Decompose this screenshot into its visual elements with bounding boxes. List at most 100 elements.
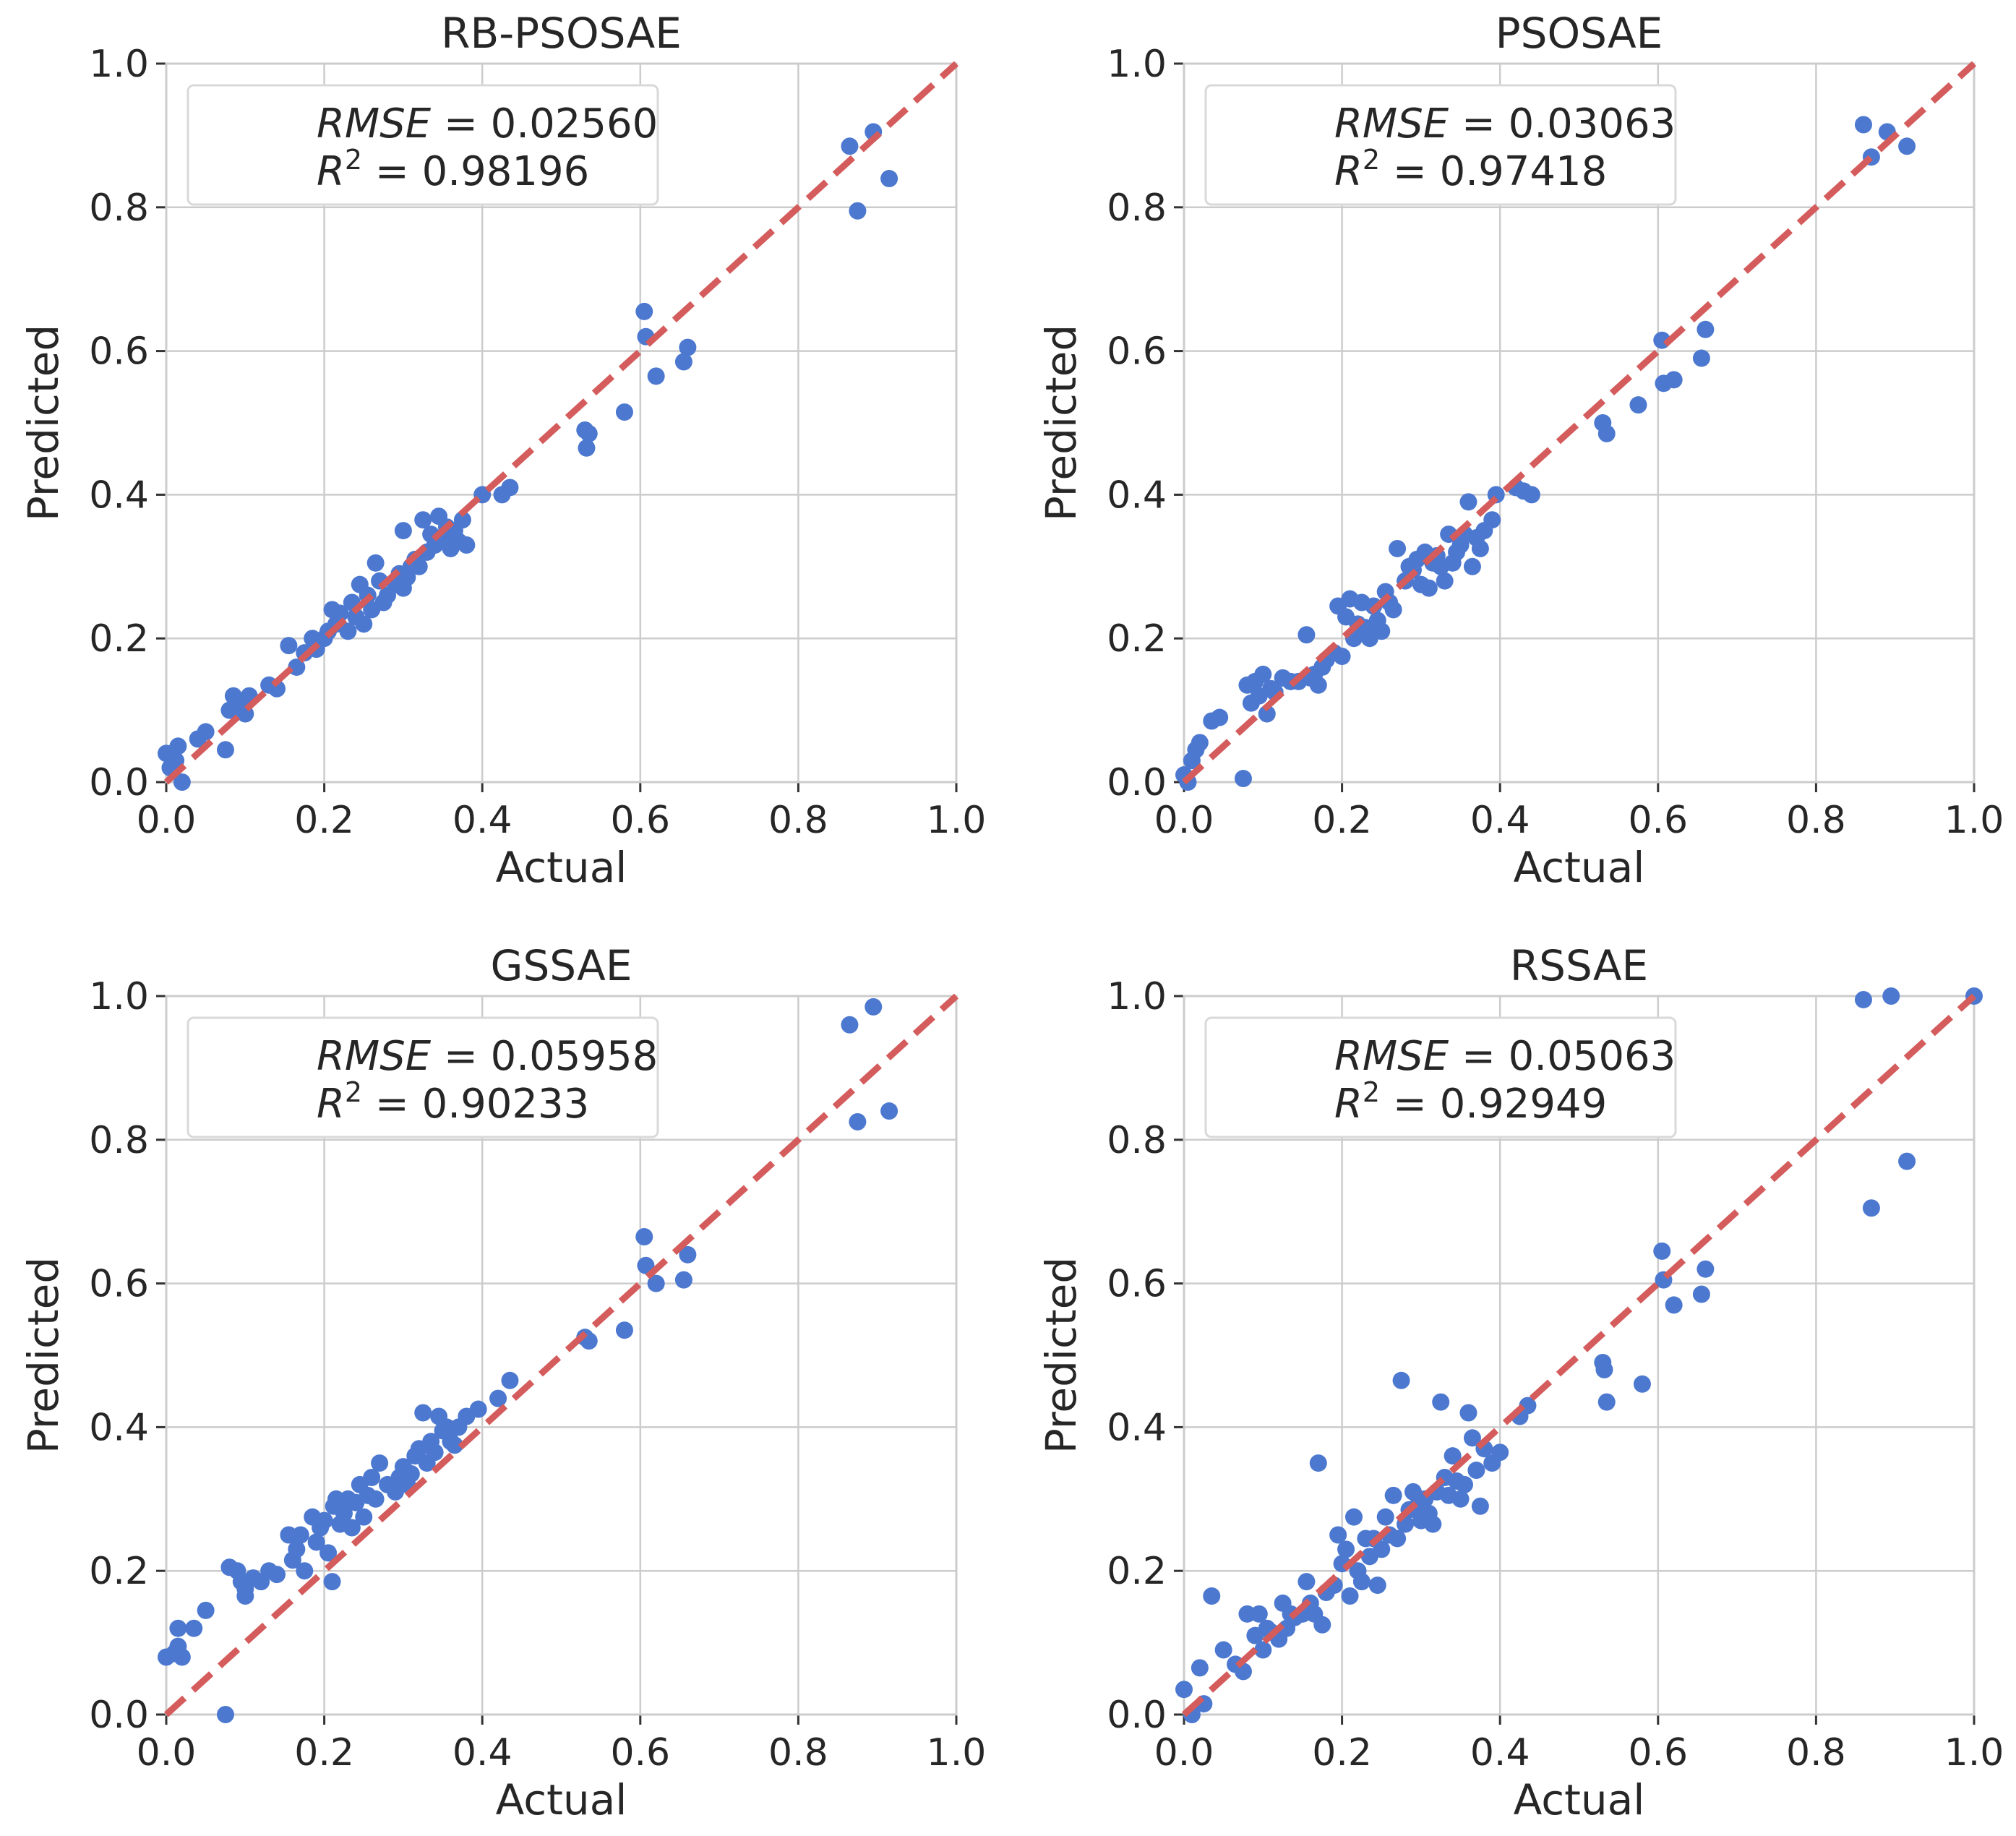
scatter-point (1254, 1641, 1272, 1659)
scatter-point (355, 615, 373, 633)
scatter-point (578, 439, 596, 457)
y-tick-label: 0.0 (89, 1694, 149, 1737)
scatter-point (268, 1566, 286, 1584)
y-tick-label: 0.2 (89, 617, 149, 661)
scatter-point (1352, 1573, 1371, 1591)
chart-panel-3: 0.0 0.2 0.4 0.6 0.8 1.0 0.0 0.2 0.4 0.6 0.8 1.0 RMSE… (19, 941, 986, 1824)
r2-text: R2 = 0.97418 (1334, 144, 1607, 195)
panel-title: GSSAE (491, 941, 632, 990)
scatter-point (197, 1601, 215, 1619)
scatter-point (280, 1526, 298, 1544)
ideal-reference-line (163, 993, 959, 1717)
x-tick-label: 1.0 (927, 1731, 987, 1775)
stats-box (1204, 1016, 1677, 1138)
scatter-point (1175, 1681, 1193, 1699)
scatter-point (849, 202, 867, 220)
scatter-point (1376, 1508, 1394, 1526)
panel-title: RB-PSOSAE (441, 9, 682, 58)
scatter-point (1191, 734, 1209, 752)
scatter-point (1384, 1486, 1402, 1504)
x-tick-label: 0.6 (1628, 1731, 1688, 1775)
scatter-point (647, 1274, 665, 1292)
scatter-point (615, 403, 633, 421)
scatter-point (1420, 579, 1438, 597)
x-tick-label: 0.6 (610, 799, 670, 842)
x-tick-label: 0.8 (1786, 799, 1846, 842)
scatter-point (363, 1468, 381, 1486)
x-tick-label: 0.2 (294, 1731, 354, 1775)
scatter-point (169, 1619, 187, 1637)
scatter-point (849, 1112, 867, 1131)
x-axis-label: Actual (496, 1775, 627, 1824)
scatter-point (580, 424, 598, 442)
r2-text: R2 = 0.90233 (317, 1076, 589, 1128)
scatter-point (1424, 1515, 1442, 1533)
scatter-point (319, 1544, 338, 1562)
scatter-point (1692, 1285, 1710, 1303)
x-tick-label: 0.0 (1154, 799, 1214, 842)
scatter-point (501, 479, 519, 497)
scatter-point (315, 1511, 333, 1530)
scatter-point (366, 1490, 385, 1508)
scatter-point (331, 604, 349, 622)
scatter-point (1258, 705, 1276, 723)
scatter-point (323, 1573, 341, 1591)
scatter-point (1597, 424, 1616, 442)
x-tick-label: 0.8 (768, 799, 828, 842)
y-tick-label: 0.4 (1107, 473, 1167, 517)
scatter-point (880, 1102, 898, 1120)
scatter-point (1214, 1641, 1232, 1659)
y-tick-label: 0.6 (1107, 1263, 1167, 1306)
scatter-point (410, 557, 428, 575)
plot-frame (1183, 995, 1976, 1716)
scatter-point (615, 1321, 633, 1339)
x-tick-label: 0.8 (1786, 1731, 1846, 1775)
scatter-point (438, 1418, 456, 1436)
y-tick-label: 1.0 (89, 975, 149, 1018)
scatter-point (1459, 493, 1477, 511)
scatter-point (1384, 601, 1402, 619)
scatter-point (1373, 622, 1391, 640)
scatter-point (458, 536, 476, 554)
scatter-point (865, 998, 883, 1016)
scatter-point (1309, 1454, 1327, 1472)
scatter-point (216, 741, 234, 759)
x-tick-label: 0.0 (1154, 1731, 1214, 1775)
scatter-point (296, 1562, 314, 1580)
panel-title: PSOSAE (1496, 9, 1663, 58)
scatter-point (394, 522, 412, 540)
scatter-point (1313, 1616, 1331, 1634)
y-tick-label: 0.2 (1107, 1550, 1167, 1593)
y-tick-label: 0.8 (1107, 186, 1167, 230)
y-tick-label: 0.0 (1107, 761, 1167, 805)
scatter-point (1697, 320, 1715, 338)
rmse-text: RMSE = 0.02560 (317, 100, 658, 147)
scatter-point (1692, 349, 1710, 367)
scatter-point (1203, 1587, 1221, 1605)
scatter-point (1436, 572, 1454, 590)
plot-frame (165, 62, 958, 784)
scatter-point (635, 1227, 653, 1245)
y-tick-label: 0.2 (1107, 617, 1167, 661)
scatter-point (1633, 1375, 1651, 1393)
r2-text: R2 = 0.92949 (1334, 1076, 1607, 1128)
ideal-reference-line (163, 61, 959, 785)
y-tick-label: 1.0 (89, 43, 149, 86)
scatter-point (1653, 1242, 1671, 1260)
x-tick-label: 0.6 (610, 1731, 670, 1775)
scatter-point (1309, 676, 1327, 694)
scatter-point (1522, 486, 1540, 504)
rmse-text: RMSE = 0.05063 (1334, 1033, 1676, 1080)
scatter-point (501, 1371, 519, 1389)
y-tick-label: 0.4 (89, 473, 149, 517)
scatter-point (1595, 1360, 1613, 1378)
x-tick-label: 0.6 (1628, 799, 1688, 842)
scatter-point (173, 1648, 191, 1666)
y-tick-label: 0.6 (89, 1263, 149, 1306)
scatter-point (1432, 1393, 1450, 1411)
plot-frame (165, 995, 958, 1716)
x-tick-label: 1.0 (1944, 1731, 2004, 1775)
y-axis-label: Predicted (1037, 325, 1086, 521)
scatter-point (1234, 770, 1252, 788)
